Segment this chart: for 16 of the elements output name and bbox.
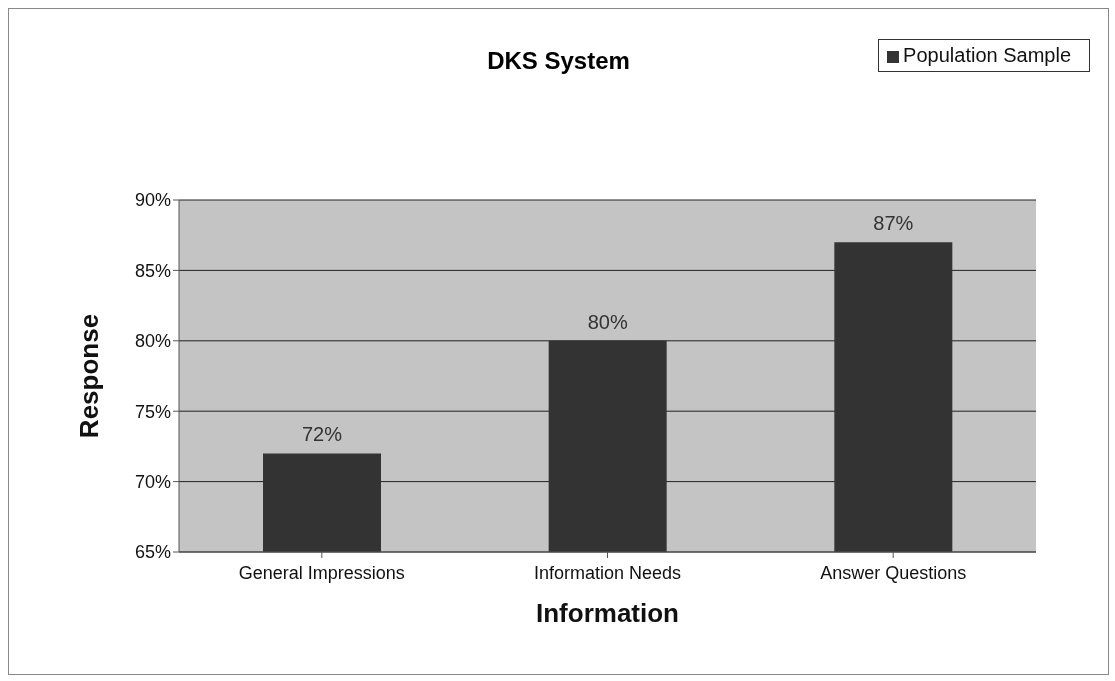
y-tick-label: 80% [134,331,171,352]
y-tick-label: 85% [134,260,171,281]
x-tick-label: Answer Questions [820,562,967,583]
y-tick-label: 90% [134,190,171,211]
y-tick-label: 70% [134,471,171,492]
y-tick-label: 75% [134,401,171,422]
y-tick-label: 65% [134,542,171,563]
y-axis-title: Response [74,313,105,439]
text: 80% [587,310,628,333]
x-axis-title: Information [536,598,679,628]
text: 87% [873,212,914,235]
chart-title: DKS System [487,47,630,74]
legend-label: Population Sample [903,44,1071,66]
text: 72% [301,423,343,446]
x-tick-label: General Impressions [238,562,405,583]
x-tick-label: Information Needs [533,562,682,583]
